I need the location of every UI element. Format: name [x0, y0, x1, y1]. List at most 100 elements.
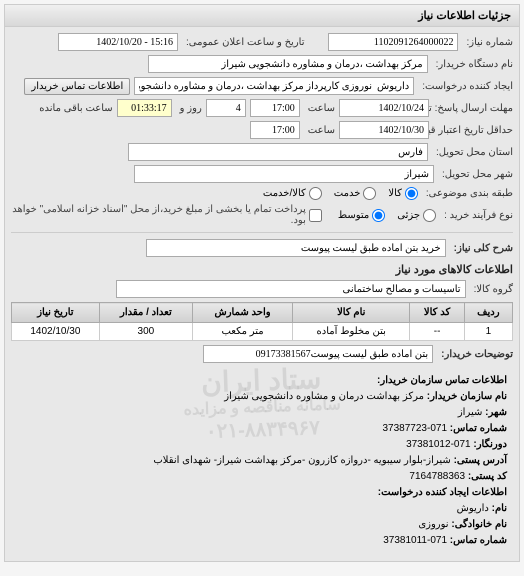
radio-mix[interactable]: کالا/خدمت — [263, 187, 322, 200]
announce-label: تاریخ و ساعت اعلان عمومی: — [182, 37, 305, 48]
creator-phone-label: شماره تماس: — [450, 535, 507, 546]
need-number-field — [328, 33, 458, 51]
contact-phone-label: شماره تماس: — [450, 423, 507, 434]
cell-date: 1402/10/30 — [12, 323, 100, 341]
creator-lname: نوروزی — [418, 519, 448, 530]
row-notes: توضیحات خریدار: — [11, 345, 513, 363]
days-field — [206, 99, 246, 117]
contact-fax-label: دورنگار: — [473, 439, 507, 450]
radio-kala-label: کالا — [388, 188, 402, 199]
row-province: استان محل تحویل: — [11, 143, 513, 161]
creator-phone: 071-37381011 — [383, 535, 447, 546]
org-field — [148, 55, 428, 73]
valid-date-field — [339, 121, 429, 139]
cell-code: -- — [410, 323, 464, 341]
col-qty: تعداد / مقدار — [99, 303, 192, 323]
items-table: ردیف کد کالا نام کالا واحد شمارش تعداد /… — [11, 302, 513, 341]
contact-postal-label: کد پستی: — [468, 471, 507, 482]
contact-city: شیراز — [458, 407, 483, 418]
contact-info-button[interactable]: اطلاعات تماس خریدار — [24, 78, 130, 95]
divider-1 — [11, 232, 513, 233]
contact-postal-line: کد پستی: 7164788363 — [17, 469, 507, 485]
radio-kala[interactable]: کالا — [388, 187, 418, 200]
validity-label: حداقل تاریخ اعتبار قیمت: تا تاریخ: — [433, 125, 513, 136]
radio-mix-input[interactable] — [309, 187, 322, 200]
contact-address-label: آدرس پستی: — [454, 455, 507, 466]
notes-label: توضیحات خریدار: — [437, 349, 513, 360]
radio-khadamat-input[interactable] — [363, 187, 376, 200]
city-label: شهر محل تحویل: — [438, 169, 513, 180]
radio-jozi-input[interactable] — [423, 209, 436, 222]
radio-motevasset-label: متوسط — [338, 210, 369, 221]
radio-jozi-label: جزئی — [397, 210, 420, 221]
row-validity: حداقل تاریخ اعتبار قیمت: تا تاریخ: ساعت — [11, 121, 513, 139]
col-date: تاریخ نیاز — [12, 303, 100, 323]
time-label-2: ساعت — [304, 125, 335, 136]
creator-lname-label: نام خانوادگی: — [451, 519, 507, 530]
contact-address-line: آدرس پستی: شیراز-بلوار سیبویه -دروازه کا… — [17, 453, 507, 469]
contact-org: مرکز بهداشت درمان و مشاوره دانشجویی شیرا… — [224, 391, 424, 402]
cell-unit: متر مکعب — [193, 323, 293, 341]
table-row: 1 -- بتن مخلوط آماده متر مکعب 300 1402/1… — [12, 323, 513, 341]
pay-note-text: پرداخت تمام یا بخشی از مبلغ خرید،از محل … — [11, 204, 306, 226]
row-description: شرح کلی نیاز: — [11, 239, 513, 257]
group-label: گروه کالا: — [470, 284, 513, 295]
desc-field — [146, 239, 446, 257]
radio-khadamat[interactable]: خدمت — [334, 187, 377, 200]
row-city: شهر محل تحویل: — [11, 165, 513, 183]
contact-city-label: شهر: — [485, 407, 507, 418]
desc-label: شرح کلی نیاز: — [450, 243, 513, 254]
contact-fax-line: دورنگار: 071-37381012 — [17, 437, 507, 453]
row-org: نام دستگاه خریدار: — [11, 55, 513, 73]
deadline-date-field — [339, 99, 429, 117]
col-code: کد کالا — [410, 303, 464, 323]
radio-mix-label: کالا/خدمت — [263, 188, 306, 199]
row-category: طبقه بندی موضوعی: کالا خدمت کالا/خدمت — [11, 187, 513, 200]
remaining-time-field — [117, 99, 172, 117]
contact-section: اطلاعات تماس سازمان خریدار: نام سازمان خ… — [11, 367, 513, 555]
creator-field — [134, 77, 414, 95]
row-group: گروه کالا: — [11, 280, 513, 298]
radio-kala-input[interactable] — [405, 187, 418, 200]
deadline-time-field — [250, 99, 300, 117]
contact-org-label: نام سازمان خریدار: — [427, 391, 507, 402]
row-creator: ایجاد کننده درخواست: اطلاعات تماس خریدار — [11, 77, 513, 95]
creator-section-title: اطلاعات ایجاد کننده درخواست: — [17, 485, 507, 501]
table-header-row: ردیف کد کالا نام کالا واحد شمارش تعداد /… — [12, 303, 513, 323]
cell-name: بتن مخلوط آماده — [293, 323, 410, 341]
radio-khadamat-label: خدمت — [334, 188, 361, 199]
province-field — [128, 143, 428, 161]
contact-fax: 071-37381012 — [406, 439, 471, 450]
main-panel: جزئیات اطلاعات نیاز شماره نیاز: تاریخ و … — [4, 4, 520, 562]
panel-body: شماره نیاز: تاریخ و ساعت اعلان عمومی: نا… — [5, 27, 519, 561]
time-label-1: ساعت — [304, 103, 335, 114]
deadline-label: مهلت ارسال پاسخ: تا تاریخ: — [433, 103, 513, 114]
pay-note-checkbox[interactable] — [309, 209, 322, 222]
contact-postal: 7164788363 — [409, 471, 465, 482]
panel-title: جزئیات اطلاعات نیاز — [5, 5, 519, 27]
cell-row: 1 — [464, 323, 512, 341]
org-label: نام دستگاه خریدار: — [432, 59, 513, 70]
col-name: نام کالا — [293, 303, 410, 323]
notes-field — [203, 345, 433, 363]
contact-org-line: نام سازمان خریدار: مرکز بهداشت درمان و م… — [17, 389, 507, 405]
contact-section-title: اطلاعات تماس سازمان خریدار: — [17, 373, 507, 389]
row-deadline: مهلت ارسال پاسخ: تا تاریخ: ساعت روز و سا… — [11, 99, 513, 117]
pay-note-check[interactable]: پرداخت تمام یا بخشی از مبلغ خرید،از محل … — [11, 204, 322, 226]
creator-phone-line: شماره تماس: 071-37381011 — [17, 533, 507, 549]
contact-phone: 071-37387723 — [382, 423, 447, 434]
radio-jozi[interactable]: جزئی — [397, 209, 436, 222]
radio-motevasset[interactable]: متوسط — [338, 209, 385, 222]
creator-label: ایجاد کننده درخواست: — [418, 81, 513, 92]
category-radio-group: کالا خدمت کالا/خدمت — [263, 187, 418, 200]
col-unit: واحد شمارش — [193, 303, 293, 323]
category-label: طبقه بندی موضوعی: — [422, 188, 513, 199]
col-row: ردیف — [464, 303, 512, 323]
city-field — [134, 165, 434, 183]
contact-address: شیراز-بلوار سیبویه -دروازه کازرون -مرکز … — [153, 455, 450, 466]
valid-time-field — [250, 121, 300, 139]
contact-city-line: شهر: شیراز — [17, 405, 507, 421]
row-need-number: شماره نیاز: تاریخ و ساعت اعلان عمومی: — [11, 33, 513, 51]
radio-motevasset-input[interactable] — [372, 209, 385, 222]
contact-phone-line: شماره تماس: 071-37387723 — [17, 421, 507, 437]
